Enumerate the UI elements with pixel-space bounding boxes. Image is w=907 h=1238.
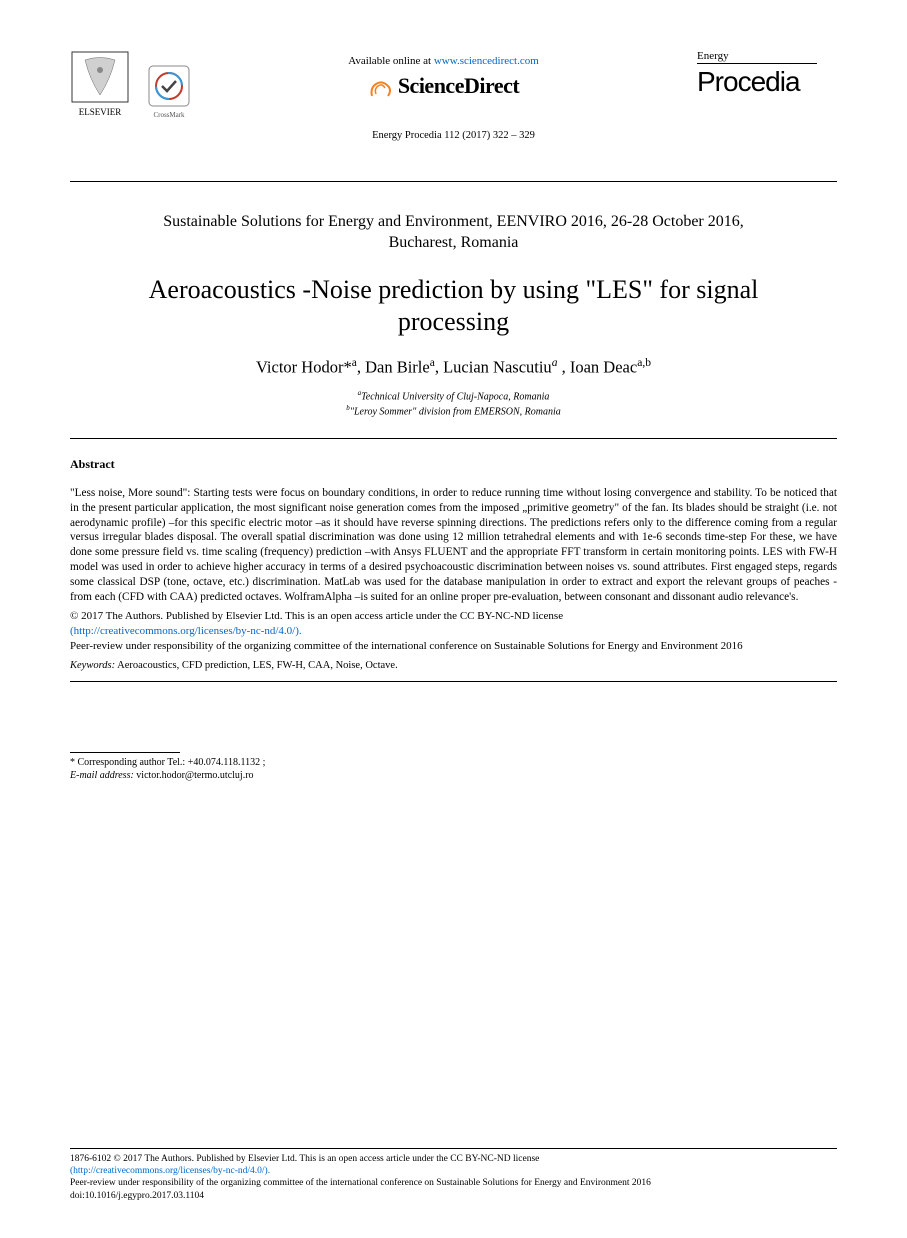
sciencedirect-logo: ScienceDirect xyxy=(190,73,697,100)
footer-peer: Peer-review under responsibility of the … xyxy=(70,1178,651,1188)
email-label: E-mail address: xyxy=(70,770,134,781)
affiliations: aTechnical University of Cluj-Napoca, Ro… xyxy=(70,389,837,420)
footer-issn: 1876-6102 © 2017 The Authors. Published … xyxy=(70,1154,539,1164)
corr-divider xyxy=(70,752,180,753)
conference-info: Sustainable Solutions for Energy and Env… xyxy=(130,212,777,254)
footer-rule xyxy=(70,1148,837,1149)
abstract-body: "Less noise, More sound": Starting tests… xyxy=(70,486,837,605)
peer-review-line: Peer-review under responsibility of the … xyxy=(70,640,743,652)
available-online-line: Available online at www.sciencedirect.co… xyxy=(190,55,697,67)
corresponding-author-block: * Corresponding author Tel.: +40.074.118… xyxy=(70,752,837,783)
corr-tel: * Corresponding author Tel.: +40.074.118… xyxy=(70,756,837,770)
affiliation-b-text: "Leroy Sommer" division from EMERSON, Ro… xyxy=(350,407,561,418)
article-title: Aeroacoustics -Noise prediction by using… xyxy=(110,274,797,339)
citation-line: Energy Procedia 112 (2017) 322 – 329 xyxy=(70,130,837,141)
copyright-line1: © 2017 The Authors. Published by Elsevie… xyxy=(70,610,563,622)
mid-rule-1 xyxy=(70,438,837,439)
author-4: Ioan Deac xyxy=(570,357,637,376)
cc-license-link[interactable]: (http://creativecommons.org/licenses/by-… xyxy=(70,625,302,637)
journal-top-label: Energy xyxy=(697,50,817,64)
author-1-affil: a xyxy=(352,357,357,369)
journal-logo: Energy Procedia xyxy=(697,50,837,98)
page-footer: 1876-6102 © 2017 The Authors. Published … xyxy=(70,1148,837,1202)
keywords-label: Keywords: xyxy=(70,660,115,671)
author-4-affil: a,b xyxy=(637,357,651,369)
keywords-line: Keywords: Aeroacoustics, CFD prediction,… xyxy=(70,660,837,671)
sciencedirect-text: ScienceDirect xyxy=(398,73,519,98)
author-3-affil: a xyxy=(552,357,558,369)
svg-text:CrossMark: CrossMark xyxy=(153,111,185,119)
author-list: Victor Hodor*a, Dan Birlea, Lucian Nascu… xyxy=(70,357,837,378)
mid-rule-2 xyxy=(70,681,837,682)
available-url-link[interactable]: www.sciencedirect.com xyxy=(434,55,539,67)
page-container: ELSEVIER CrossMark Available online at w… xyxy=(0,0,907,813)
header-row: ELSEVIER CrossMark Available online at w… xyxy=(70,50,837,120)
abstract-heading: Abstract xyxy=(70,457,837,472)
corr-email-line: E-mail address: victor.hodor@termo.utclu… xyxy=(70,769,837,783)
available-prefix: Available online at xyxy=(348,55,434,67)
author-1: Victor Hodor* xyxy=(256,357,352,376)
sciencedirect-mark-icon xyxy=(368,78,394,100)
author-2-affil: a xyxy=(430,357,435,369)
svg-text:ELSEVIER: ELSEVIER xyxy=(79,107,122,117)
email-address: victor.hodor@termo.utcluj.ro xyxy=(134,770,254,781)
keywords-text: Aeroacoustics, CFD prediction, LES, FW-H… xyxy=(115,660,398,671)
author-3: Lucian Nascutiu xyxy=(443,357,552,376)
affiliation-a-text: Technical University of Cluj-Napoca, Rom… xyxy=(361,391,549,402)
top-rule xyxy=(70,181,837,182)
footer-doi: doi:10.1016/j.egypro.2017.03.1104 xyxy=(70,1191,204,1201)
center-header: Available online at www.sciencedirect.co… xyxy=(190,50,697,100)
left-logo-group: ELSEVIER CrossMark xyxy=(70,50,190,120)
affiliation-a: aTechnical University of Cluj-Napoca, Ro… xyxy=(70,389,837,404)
author-2: Dan Birle xyxy=(365,357,430,376)
copyright-block: © 2017 The Authors. Published by Elsevie… xyxy=(70,609,837,654)
affiliation-b: b"Leroy Sommer" division from EMERSON, R… xyxy=(70,404,837,419)
footer-cc-link[interactable]: (http://creativecommons.org/licenses/by-… xyxy=(70,1166,270,1176)
journal-name: Procedia xyxy=(697,66,800,97)
crossmark-logo-icon[interactable]: CrossMark xyxy=(148,65,190,120)
elsevier-logo-icon: ELSEVIER xyxy=(70,50,130,120)
